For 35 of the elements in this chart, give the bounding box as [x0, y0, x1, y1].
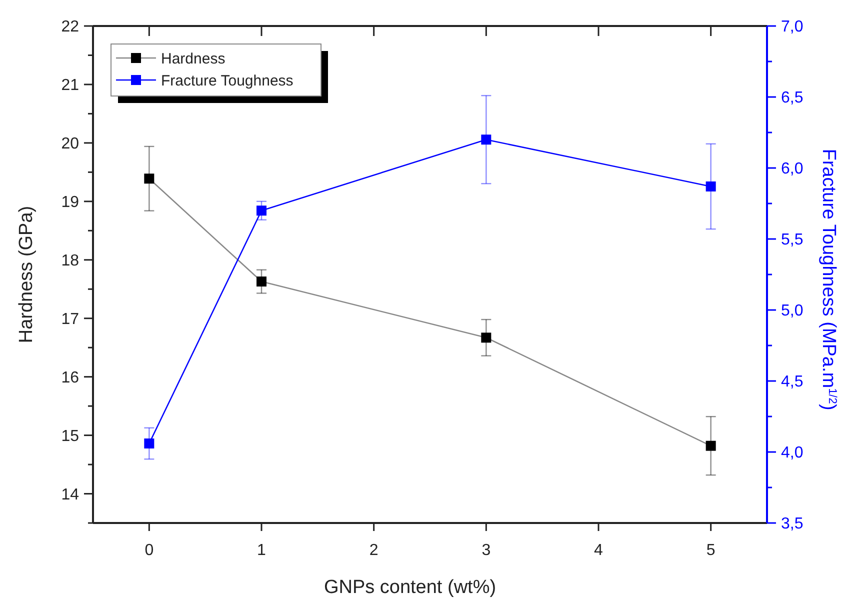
x-tick-label: 2	[369, 542, 378, 559]
y2-tick-label: 5,5	[781, 232, 804, 249]
y-tick-label: 16	[61, 369, 80, 386]
y-tick-label: 14	[61, 486, 80, 504]
y2-tick-label: 4,0	[781, 444, 804, 462]
y2-tick-label: 7,0	[781, 18, 804, 36]
x-axis-title: GNPs content (wt%)	[324, 577, 496, 598]
point	[144, 174, 154, 184]
x-tick-label: 3	[482, 542, 491, 559]
y-tick-label: 22	[61, 18, 80, 36]
y2-tick-label: 4,5	[781, 374, 804, 391]
point	[706, 181, 716, 192]
point	[481, 332, 492, 343]
point	[706, 440, 716, 451]
point	[144, 438, 154, 448]
y2-tick-label: 6,0	[781, 160, 804, 178]
x-tick-label: 5	[706, 542, 716, 559]
x-tick-label: 4	[594, 542, 604, 559]
x-tick-label: 0	[144, 542, 154, 559]
y-tick-label: 17	[61, 310, 80, 328]
point	[256, 276, 266, 287]
y2-tick-label: 6,5	[781, 90, 804, 107]
point	[256, 206, 266, 216]
point	[481, 134, 492, 145]
y-tick-label: 21	[61, 77, 80, 94]
y-tick-label: 20	[61, 136, 80, 153]
legend-label: Hardness	[161, 50, 226, 68]
y-tick-label: 19	[61, 194, 80, 212]
y-axis-title: Hardness (GPa)	[16, 206, 37, 344]
legend-label: Fracture Toughness	[161, 72, 294, 90]
x-tick-label: 1	[257, 542, 266, 559]
y-tick-label: 15	[61, 428, 80, 445]
y2-tick-label: 5,0	[781, 302, 804, 320]
y-tick-label: 18	[61, 252, 80, 270]
y2-tick-label: 3,5	[781, 516, 804, 533]
